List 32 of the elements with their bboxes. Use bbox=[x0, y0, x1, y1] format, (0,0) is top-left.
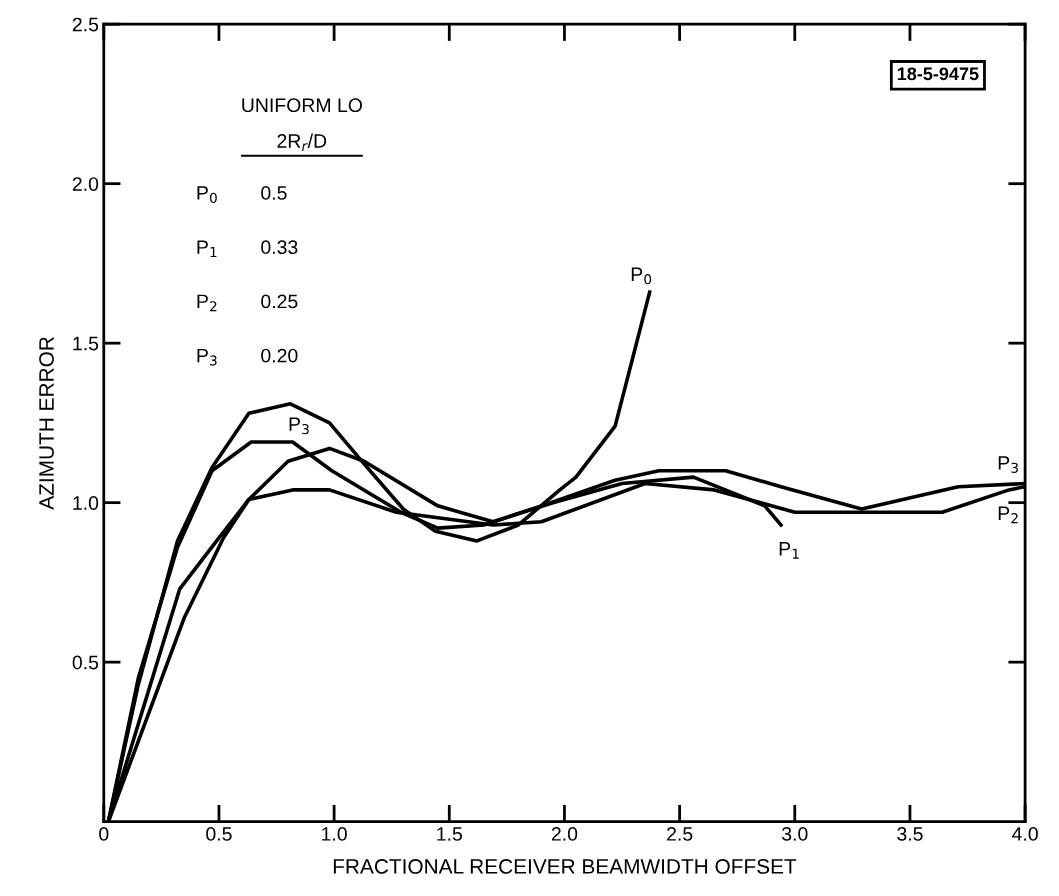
annotation: P$_{3}$ bbox=[197, 348, 217, 366]
y-axis-title: AZIMUTH ERROR bbox=[39, 337, 54, 510]
annotation: P$_{3}$ bbox=[289, 417, 309, 435]
annotation: 0.5 bbox=[261, 186, 287, 200]
y-tick-label: 2.0 bbox=[72, 177, 99, 191]
legend-label: P$_{2}$ bbox=[998, 506, 1018, 524]
x-tick-label: 3.5 bbox=[897, 827, 923, 841]
x-tick-label: 1.0 bbox=[322, 827, 347, 841]
x-tick-label: 2.0 bbox=[551, 827, 578, 841]
y-tick-label: 2.5 bbox=[72, 17, 99, 32]
annotation: P$_{1}$ bbox=[197, 240, 217, 258]
annotation: 0.25 bbox=[261, 294, 298, 309]
annotation: P$_{0}$ bbox=[197, 186, 217, 203]
annotation: UNIFORM LO bbox=[242, 98, 362, 113]
annotation: 0.33 bbox=[261, 240, 298, 255]
annotation: 0.20 bbox=[261, 348, 298, 363]
x-axis-title: FRACTIONAL RECEIVER BEAMWIDTH OFFSET bbox=[333, 859, 797, 874]
annotation: 18-5-9475 bbox=[897, 67, 979, 81]
series-label: P$_{1}$ bbox=[779, 542, 799, 559]
series-label: P$_{0}$ bbox=[631, 267, 652, 285]
series-label: P$_{3}$ bbox=[998, 456, 1018, 473]
x-tick-label: 4.0 bbox=[1012, 827, 1038, 841]
x-tick-label: 0.5 bbox=[206, 827, 232, 841]
annotation: P$_{2}$ bbox=[197, 294, 217, 312]
x-tick-label: 1.5 bbox=[437, 827, 462, 841]
y-tick-label: 1.0 bbox=[73, 496, 99, 510]
x-tick-label: 0 bbox=[99, 827, 109, 841]
x-tick-label: 3.0 bbox=[782, 827, 808, 841]
x-tick-label: 2.5 bbox=[667, 827, 693, 841]
y-tick-label: 1.5 bbox=[73, 336, 99, 351]
y-tick-label: 0.5 bbox=[72, 655, 99, 670]
annotation: 2R$_{r}$/D bbox=[277, 133, 327, 151]
